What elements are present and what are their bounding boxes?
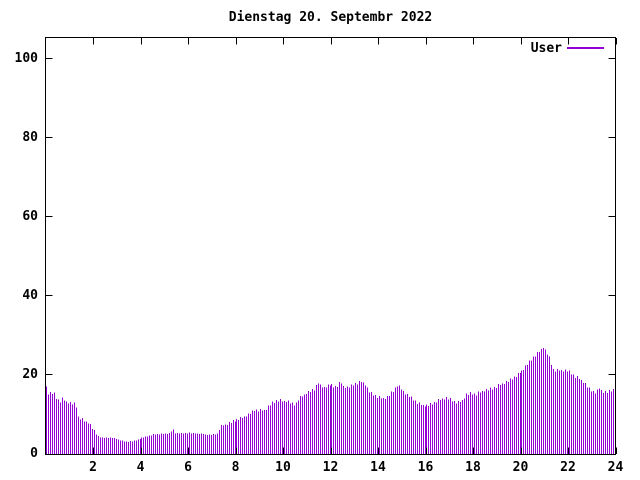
legend-series-label: User [530, 41, 562, 56]
y-tick-label: 20 [22, 366, 38, 382]
x-tick-label: 12 [322, 460, 339, 475]
x-tick-label: 8 [231, 460, 240, 475]
x-tick-label: 20 [512, 460, 529, 475]
y-tick-label: 40 [22, 287, 38, 303]
y-tick-label: 60 [22, 208, 38, 224]
y-tick-label: 80 [22, 129, 38, 145]
x-tick-label: 6 [184, 460, 192, 475]
plot-border [45, 37, 616, 455]
x-tick-label: 24 [607, 460, 624, 475]
x-tick-label: 14 [370, 460, 386, 475]
chart-title: Dienstag 20. Septembr 2022 [228, 10, 433, 25]
x-tick-label: 4 [136, 460, 145, 475]
y-tick-label: 100 [14, 50, 38, 66]
x-tick-label: 2 [89, 460, 97, 475]
y-tick-label: 0 [30, 446, 38, 461]
x-tick-label: 22 [560, 460, 576, 475]
legend-line-sample-icon [567, 47, 604, 49]
x-tick-label: 10 [275, 460, 291, 475]
x-tick-label: 18 [465, 460, 481, 475]
x-tick-label: 16 [417, 460, 434, 475]
legend: User [490, 41, 610, 56]
